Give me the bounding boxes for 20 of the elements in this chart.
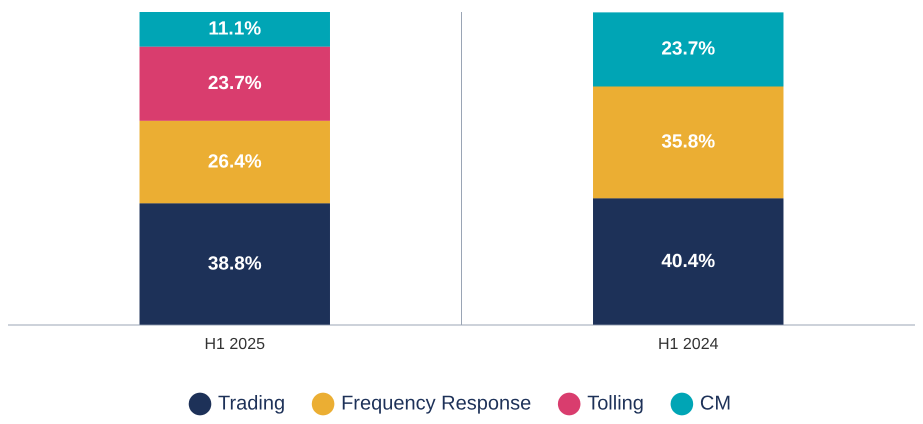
bar [593,198,784,325]
x-tick-label: H1 2024 [658,336,719,353]
legend-label: Trading [218,392,286,415]
bar [140,120,330,204]
data-label: 11.1% [208,18,262,40]
data-label: 40.4% [661,250,716,272]
legend-label: CM [700,392,731,415]
bar [140,203,330,325]
legend-label: Tolling [587,392,644,415]
legend-label: Frequency Response [341,392,532,415]
data-label: 26.4% [208,151,262,172]
bar [593,86,784,198]
data-label: 35.8% [661,132,716,153]
bar [593,12,784,86]
bar [140,12,330,47]
data-label: 38.8% [208,253,262,274]
bar [140,46,330,121]
x-tick-label: H1 2025 [204,336,266,353]
data-label: 23.7% [208,73,262,94]
data-label: 23.7% [661,38,716,60]
